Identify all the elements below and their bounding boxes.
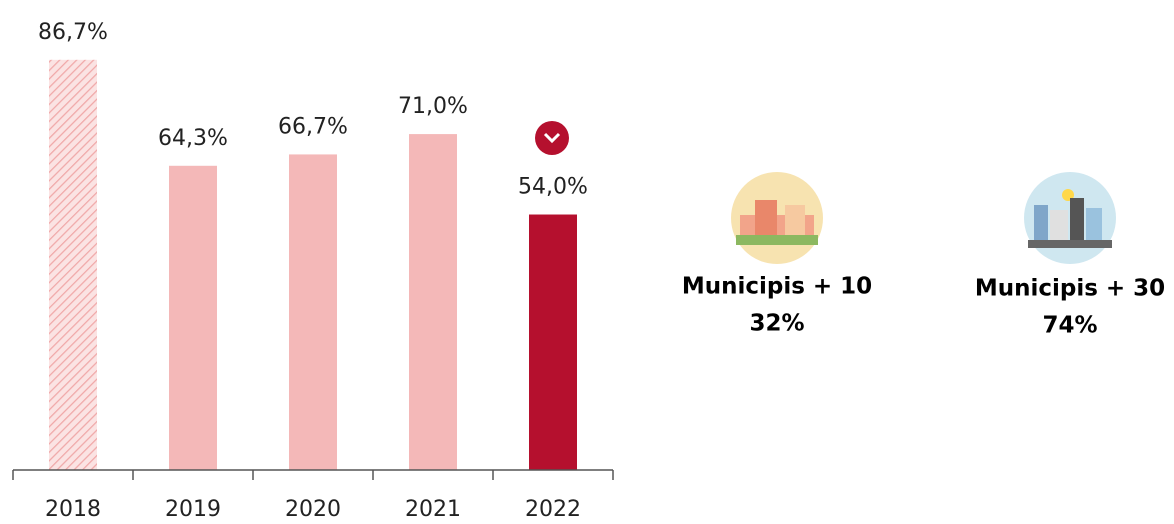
x-tick-label: 2020: [285, 497, 341, 522]
value-label: 64,3%: [158, 126, 228, 151]
bar: [529, 214, 577, 470]
city-icon: [1024, 172, 1116, 264]
bar: [289, 154, 337, 470]
bar: [409, 134, 457, 470]
x-tick-label: 2018: [45, 497, 101, 522]
callout-value: 74%: [1042, 313, 1097, 339]
x-tick-label: 2019: [165, 497, 221, 522]
callout-value: 32%: [749, 311, 804, 337]
callout-label: Municipis + 10: [682, 274, 872, 300]
callout-label: Municipis + 30: [975, 276, 1165, 302]
x-tick-label: 2021: [405, 497, 461, 522]
value-label: 71,0%: [398, 94, 468, 119]
x-tick-label: 2022: [525, 497, 581, 522]
value-label: 86,7%: [38, 20, 108, 45]
bar: [49, 59, 97, 470]
town-icon: [731, 172, 823, 264]
value-label: 54,0%: [518, 175, 588, 200]
decrease-badge: [535, 121, 569, 155]
value-label: 66,7%: [278, 114, 348, 139]
bar: [169, 165, 217, 470]
